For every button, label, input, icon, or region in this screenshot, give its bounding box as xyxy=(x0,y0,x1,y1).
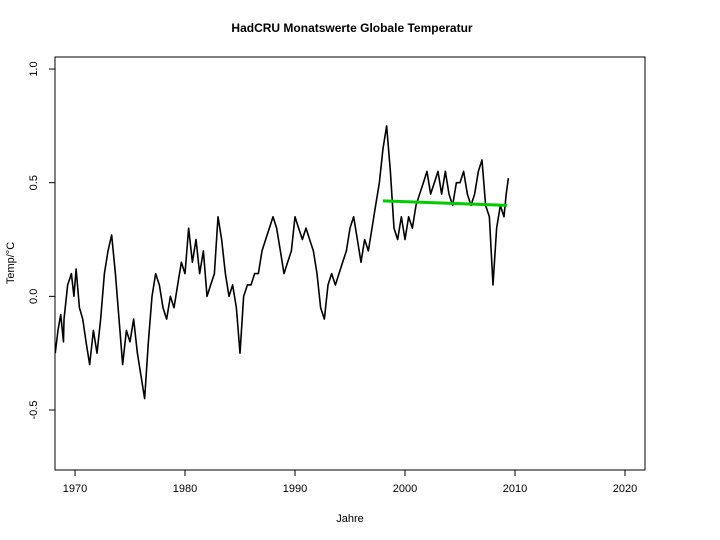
x-tick-label: 1980 xyxy=(173,483,197,495)
x-tick-label: 1970 xyxy=(63,483,87,495)
series-line xyxy=(382,199,508,207)
y-tick-label: -0.5 xyxy=(28,401,40,420)
plot-frame xyxy=(54,56,646,471)
series-line xyxy=(54,125,510,400)
x-tick-label: 2010 xyxy=(503,483,527,495)
x-tick-label: 2020 xyxy=(613,483,637,495)
x-tick-label: 1990 xyxy=(283,483,307,495)
x-tick-label: 2000 xyxy=(393,483,417,495)
y-tick-label: 1.0 xyxy=(28,61,40,76)
y-tick-label: 0.5 xyxy=(28,175,40,190)
x-axis-label: Jahre xyxy=(336,513,364,525)
chart-title: HadCRU Monatswerte Globale Temperatur xyxy=(231,21,472,35)
y-tick-label: 0.0 xyxy=(28,289,40,304)
y-axis-label: Temp/°C xyxy=(5,242,17,284)
